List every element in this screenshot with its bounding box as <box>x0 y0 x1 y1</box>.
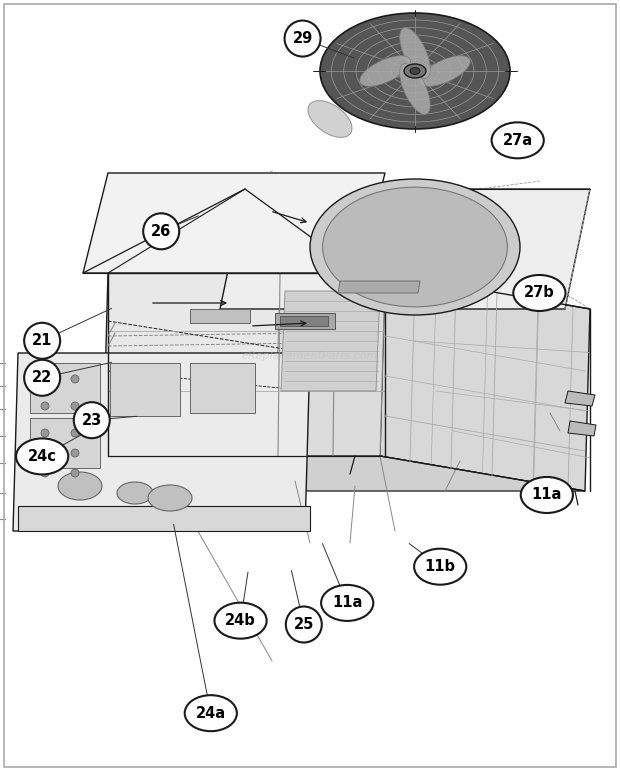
Circle shape <box>41 469 49 477</box>
Ellipse shape <box>117 482 153 504</box>
Ellipse shape <box>513 275 565 311</box>
Ellipse shape <box>185 695 237 731</box>
Ellipse shape <box>308 101 352 137</box>
Circle shape <box>41 375 49 383</box>
Ellipse shape <box>400 28 430 79</box>
Ellipse shape <box>286 607 322 642</box>
Polygon shape <box>220 189 590 309</box>
Ellipse shape <box>24 323 60 359</box>
Text: 11b: 11b <box>425 559 456 574</box>
Text: 22: 22 <box>32 370 52 386</box>
Polygon shape <box>565 391 595 406</box>
Circle shape <box>41 449 49 457</box>
Text: 27a: 27a <box>503 133 533 148</box>
Ellipse shape <box>215 603 267 638</box>
Polygon shape <box>103 456 585 491</box>
Circle shape <box>71 375 79 383</box>
Ellipse shape <box>360 56 410 86</box>
Text: 11a: 11a <box>332 595 362 611</box>
Text: 21: 21 <box>32 333 52 348</box>
Polygon shape <box>568 421 596 436</box>
Ellipse shape <box>322 187 507 307</box>
Polygon shape <box>281 291 380 391</box>
Polygon shape <box>338 281 420 293</box>
Polygon shape <box>190 363 255 413</box>
Text: 29: 29 <box>293 31 312 46</box>
Circle shape <box>71 402 79 410</box>
Ellipse shape <box>492 123 544 158</box>
Ellipse shape <box>400 64 430 114</box>
Polygon shape <box>18 506 310 531</box>
Polygon shape <box>83 173 385 273</box>
Ellipse shape <box>285 21 321 56</box>
Polygon shape <box>110 363 180 416</box>
Polygon shape <box>30 363 100 413</box>
Ellipse shape <box>320 13 510 129</box>
Polygon shape <box>190 309 250 323</box>
Ellipse shape <box>58 472 102 500</box>
Circle shape <box>41 429 49 437</box>
Ellipse shape <box>148 485 192 511</box>
Text: 11a: 11a <box>532 487 562 503</box>
Circle shape <box>71 449 79 457</box>
Polygon shape <box>103 273 385 456</box>
Ellipse shape <box>521 477 573 513</box>
Ellipse shape <box>143 214 179 249</box>
Circle shape <box>41 402 49 410</box>
Text: 25: 25 <box>294 617 314 632</box>
Text: 27b: 27b <box>524 285 555 301</box>
Text: 26: 26 <box>151 224 171 239</box>
Text: 24c: 24c <box>28 449 56 464</box>
Polygon shape <box>275 273 385 456</box>
Ellipse shape <box>414 549 466 584</box>
Ellipse shape <box>321 585 373 621</box>
Text: 24a: 24a <box>196 705 226 721</box>
Ellipse shape <box>410 68 420 75</box>
Polygon shape <box>13 353 310 531</box>
Ellipse shape <box>24 360 60 396</box>
Text: 23: 23 <box>82 412 102 428</box>
Polygon shape <box>275 313 335 329</box>
Ellipse shape <box>404 64 426 78</box>
Text: eReplacementParts.com: eReplacementParts.com <box>242 351 378 361</box>
Text: 24b: 24b <box>225 613 256 628</box>
Ellipse shape <box>310 179 520 315</box>
Ellipse shape <box>16 439 68 474</box>
Ellipse shape <box>420 56 471 86</box>
Polygon shape <box>280 316 328 326</box>
Circle shape <box>71 429 79 437</box>
Ellipse shape <box>74 402 110 438</box>
Circle shape <box>71 469 79 477</box>
Polygon shape <box>30 418 100 468</box>
Polygon shape <box>380 273 590 491</box>
